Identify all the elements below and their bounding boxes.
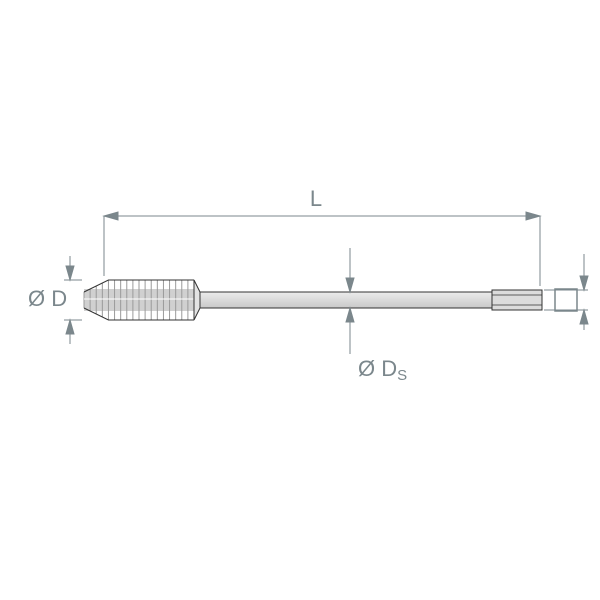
dim-arrowhead <box>104 212 118 220</box>
label-L: L <box>310 186 322 211</box>
dim-arrowhead <box>66 266 74 280</box>
label-D: Ø D <box>28 286 67 311</box>
dimension-drawing: L Ø D Ø DS <box>0 0 600 600</box>
dim-arrowhead <box>346 278 354 292</box>
square-drive-symbol <box>555 289 577 311</box>
tap-tool-part <box>84 280 542 320</box>
dim-arrowhead <box>66 320 74 334</box>
dim-arrowhead <box>526 212 540 220</box>
dim-arrowhead <box>580 276 588 290</box>
label-Ds: Ø DS <box>358 356 407 384</box>
dim-arrowhead <box>580 310 588 324</box>
dim-arrowhead <box>346 308 354 322</box>
